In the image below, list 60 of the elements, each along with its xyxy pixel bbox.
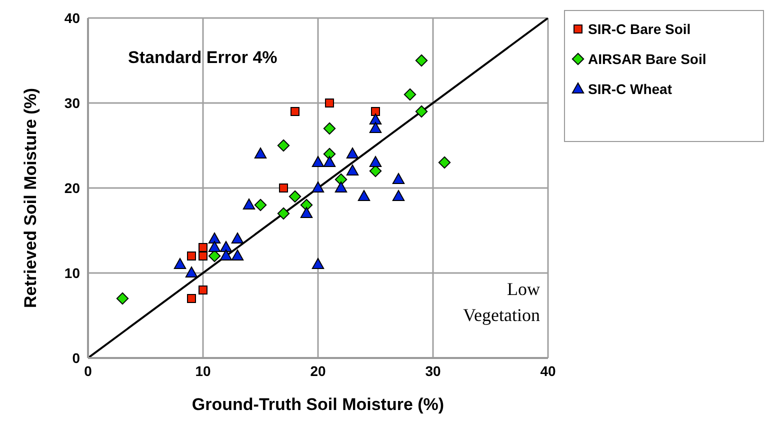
point [208, 241, 221, 252]
y-tick-label: 20 [64, 180, 80, 196]
point [242, 198, 256, 210]
point [346, 148, 359, 158]
x-tick-label: 10 [195, 362, 211, 379]
y-tick-label: 10 [64, 264, 80, 281]
point [187, 294, 196, 303]
point [187, 252, 196, 260]
point [277, 139, 290, 152]
point [369, 114, 382, 124]
point [174, 258, 186, 269]
y-tick-label: 40 [64, 10, 80, 26]
point [358, 190, 370, 201]
point [198, 252, 208, 260]
point [312, 258, 324, 269]
point [438, 156, 451, 169]
point [323, 156, 336, 167]
point [312, 156, 324, 167]
x-tick-label: 0 [84, 362, 92, 379]
point [415, 105, 428, 118]
x-tick-label: 20 [310, 362, 326, 379]
annotation: Standard Error 4% [128, 48, 278, 68]
point [208, 232, 221, 244]
legend-label: SIR-C Bare Soil [588, 21, 691, 37]
point [198, 243, 208, 252]
point [404, 88, 416, 101]
point [346, 164, 359, 176]
point [323, 122, 336, 135]
y-tick-label: 0 [72, 350, 80, 366]
legend-label: AIRSAR Bare Soil [588, 51, 706, 67]
x-tick-label: 30 [425, 362, 441, 379]
point [325, 98, 334, 108]
point [369, 156, 382, 167]
point [392, 173, 405, 184]
x-tick-label: 40 [540, 362, 556, 379]
point [254, 198, 267, 212]
point [185, 266, 198, 278]
x-axis-title: Ground-Truth Soil Moisture (%) [192, 395, 444, 414]
point [277, 207, 290, 220]
point [371, 107, 380, 116]
annotation: Low Vegetation [462, 278, 540, 327]
point [312, 182, 324, 192]
point [279, 184, 288, 192]
point [198, 286, 208, 294]
y-tick-label: 30 [64, 94, 80, 111]
point [288, 190, 302, 203]
point [334, 182, 348, 192]
y-axis-title: Retrieved Soil Moisture (%) [21, 88, 40, 308]
point [369, 122, 382, 133]
point [290, 107, 300, 116]
point [231, 250, 244, 260]
point [220, 241, 232, 252]
point [254, 148, 267, 158]
point [415, 54, 428, 67]
legend-label: SIR-C Wheat [588, 81, 672, 97]
point [392, 190, 405, 201]
point [231, 232, 244, 244]
point [220, 250, 232, 260]
point [116, 292, 129, 305]
point [300, 207, 313, 218]
